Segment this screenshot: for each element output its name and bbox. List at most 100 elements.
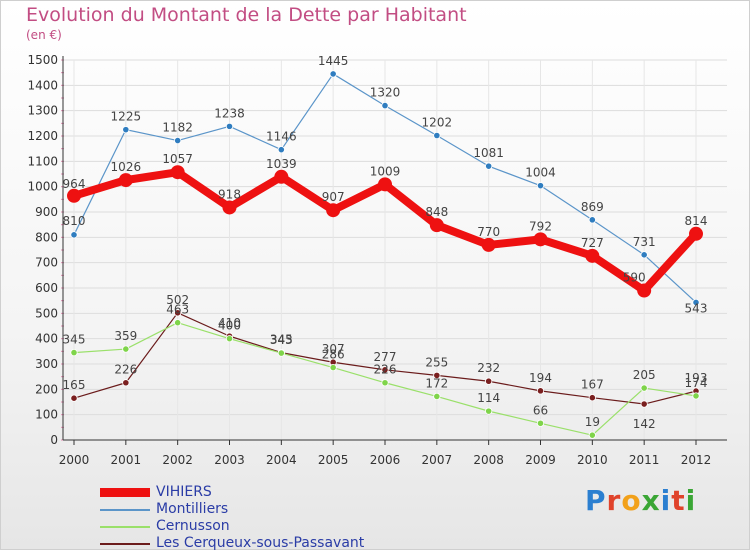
chart-subtitle: (en €) <box>26 28 62 42</box>
legend-label: Les Cerqueux-sous-Passavant <box>156 535 365 551</box>
y-tick-label: 0 <box>50 433 58 447</box>
y-tick-label: 1200 <box>27 129 58 143</box>
data-point <box>225 335 234 343</box>
proxiti-logo: Proxiti <box>585 484 696 517</box>
legend-swatch <box>100 525 150 528</box>
x-tick-label: 2000 <box>59 453 90 467</box>
data-point <box>640 251 648 259</box>
data-point <box>122 345 130 353</box>
data-point <box>70 231 78 239</box>
data-label: 502 <box>166 293 189 307</box>
legend-label: VIHIERS <box>156 484 212 500</box>
data-label: 19 <box>585 415 600 429</box>
x-tick-label: 2004 <box>266 453 297 467</box>
data-label: 255 <box>425 355 448 369</box>
y-tick-label: 500 <box>35 306 58 320</box>
data-point <box>485 162 493 170</box>
data-point <box>533 232 548 247</box>
data-label: 410 <box>218 316 241 330</box>
y-tick-label: 800 <box>35 230 58 244</box>
x-tick-label: 2003 <box>214 453 245 467</box>
x-tick-label: 2001 <box>111 453 142 467</box>
logo-letter: P <box>585 484 607 517</box>
chart-legend: VIHIERS Montilliers Cernusson Les Cerqueux-… <box>100 484 364 552</box>
logo-letter: o <box>621 484 642 517</box>
data-point <box>536 387 545 395</box>
legend-swatch <box>100 488 150 497</box>
data-label: 66 <box>533 403 548 417</box>
y-tick-label: 600 <box>35 281 58 295</box>
data-point <box>326 203 341 218</box>
data-label: 907 <box>322 190 345 204</box>
data-label: 114 <box>477 391 500 405</box>
data-label: 165 <box>63 378 86 392</box>
data-point <box>118 173 133 188</box>
logo-letter: r <box>606 484 622 517</box>
data-point <box>222 200 237 215</box>
logo-letter: t <box>671 484 686 517</box>
data-point <box>174 136 182 145</box>
y-tick-label: 1000 <box>27 180 58 194</box>
data-point <box>70 348 78 357</box>
x-tick-label: 2006 <box>370 453 401 467</box>
data-label: 1320 <box>370 86 401 100</box>
data-point <box>588 394 596 402</box>
data-label: 1057 <box>162 152 193 166</box>
x-tick-label: 2002 <box>162 453 193 467</box>
x-tick-label: 2008 <box>473 453 504 467</box>
legend-swatch <box>100 542 150 545</box>
data-label: 193 <box>685 371 708 385</box>
data-point <box>378 177 392 192</box>
data-point <box>485 377 493 385</box>
data-point <box>689 226 703 241</box>
logo-letter: i <box>685 484 697 517</box>
data-label: 343 <box>270 333 293 347</box>
data-label: 918 <box>218 187 241 201</box>
data-label: 174 <box>685 376 708 390</box>
data-label: 194 <box>529 371 552 385</box>
legend-swatch <box>100 508 150 511</box>
data-label: 1026 <box>111 160 142 174</box>
data-point <box>70 394 78 402</box>
y-tick-label: 200 <box>35 382 58 396</box>
data-label: 359 <box>114 329 137 343</box>
data-label: 205 <box>633 368 656 382</box>
data-point <box>536 182 545 190</box>
logo-letter: x <box>641 484 661 517</box>
data-label: 1238 <box>214 106 245 120</box>
data-label: 307 <box>322 342 345 356</box>
data-label: 869 <box>581 200 604 214</box>
data-label: 142 <box>633 417 656 431</box>
x-tick-label: 2011 <box>629 453 660 467</box>
data-point <box>381 379 389 387</box>
data-point <box>588 431 596 439</box>
data-label: 345 <box>270 333 293 347</box>
data-point <box>174 309 182 317</box>
legend-label: Montilliers <box>156 501 229 517</box>
logo-letter: i <box>660 484 672 517</box>
data-point <box>692 298 700 307</box>
x-tick-label: 2005 <box>318 453 349 467</box>
data-label: 1081 <box>473 146 504 160</box>
legend-item: Cernusson <box>100 518 364 535</box>
y-tick-label: 1500 <box>27 53 58 67</box>
data-point <box>329 70 337 78</box>
y-tick-label: 700 <box>35 256 58 270</box>
chart-title: Evolution du Montant de la Dette par Hab… <box>26 4 467 26</box>
data-point <box>122 126 130 134</box>
data-label: 964 <box>63 177 86 191</box>
legend-item: Les Cerqueux-sous-Passavant <box>100 535 364 552</box>
data-point <box>381 102 389 110</box>
data-label: 167 <box>581 378 604 392</box>
x-tick-label: 2010 <box>577 453 608 467</box>
y-tick-label: 900 <box>35 205 58 219</box>
y-tick-label: 1300 <box>27 104 58 118</box>
y-tick-label: 400 <box>35 332 58 346</box>
data-label: 226 <box>114 363 137 377</box>
legend-item: Montilliers <box>100 501 364 518</box>
data-label: 172 <box>425 376 448 390</box>
x-tick-label: 2012 <box>681 453 712 467</box>
data-label: 1004 <box>525 166 556 180</box>
data-point <box>585 248 600 263</box>
